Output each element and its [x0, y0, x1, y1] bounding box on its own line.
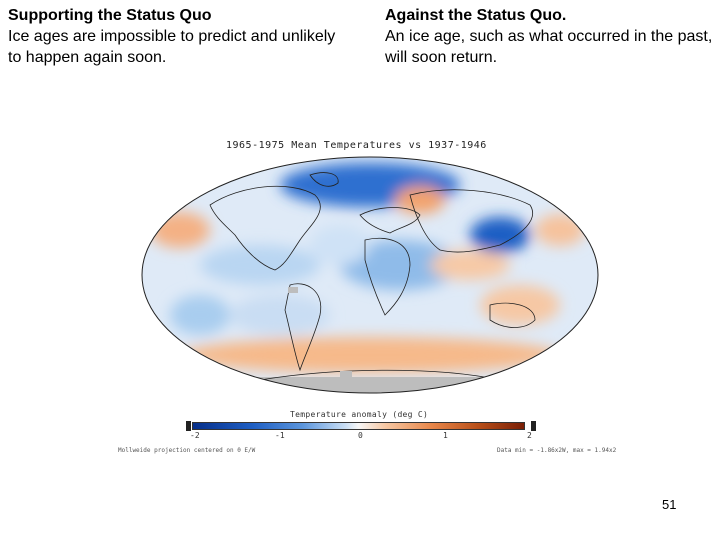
right-heading: Against the Status Quo.: [385, 7, 567, 24]
colorbar-high-end: [531, 421, 536, 431]
colorbar-tick-label: -1: [275, 431, 285, 440]
colorbar-low-end: [186, 421, 191, 431]
colorbar: [192, 422, 525, 430]
right-column: Against the Status Quo. An ice age, such…: [385, 5, 715, 68]
data-range-note: Data min = -1.86x2W, max = 1.94x2: [497, 447, 617, 454]
temperature-anomaly-map: [140, 155, 600, 395]
right-text: An ice age, such as what occurred in the…: [385, 28, 713, 66]
colorbar-tick-label: 2: [527, 431, 532, 440]
page-number: 51: [662, 497, 677, 512]
left-column: Supporting the Status Quo Ice ages are i…: [8, 5, 338, 68]
colorbar-title: Temperature anomaly (deg C): [290, 410, 429, 419]
projection-note: Mollweide projection centered on 0 E/W: [118, 447, 256, 454]
colorbar-tick-label: 0: [358, 431, 363, 440]
colorbar-tick-label: 1: [443, 431, 448, 440]
colorbar-tick-label: -2: [190, 431, 200, 440]
mollweide-map-graphic: [141, 156, 599, 394]
left-text: Ice ages are impossible to predict and u…: [8, 28, 336, 66]
left-heading: Supporting the Status Quo: [8, 7, 212, 24]
map-title: 1965-1975 Mean Temperatures vs 1937-1946: [226, 140, 487, 151]
